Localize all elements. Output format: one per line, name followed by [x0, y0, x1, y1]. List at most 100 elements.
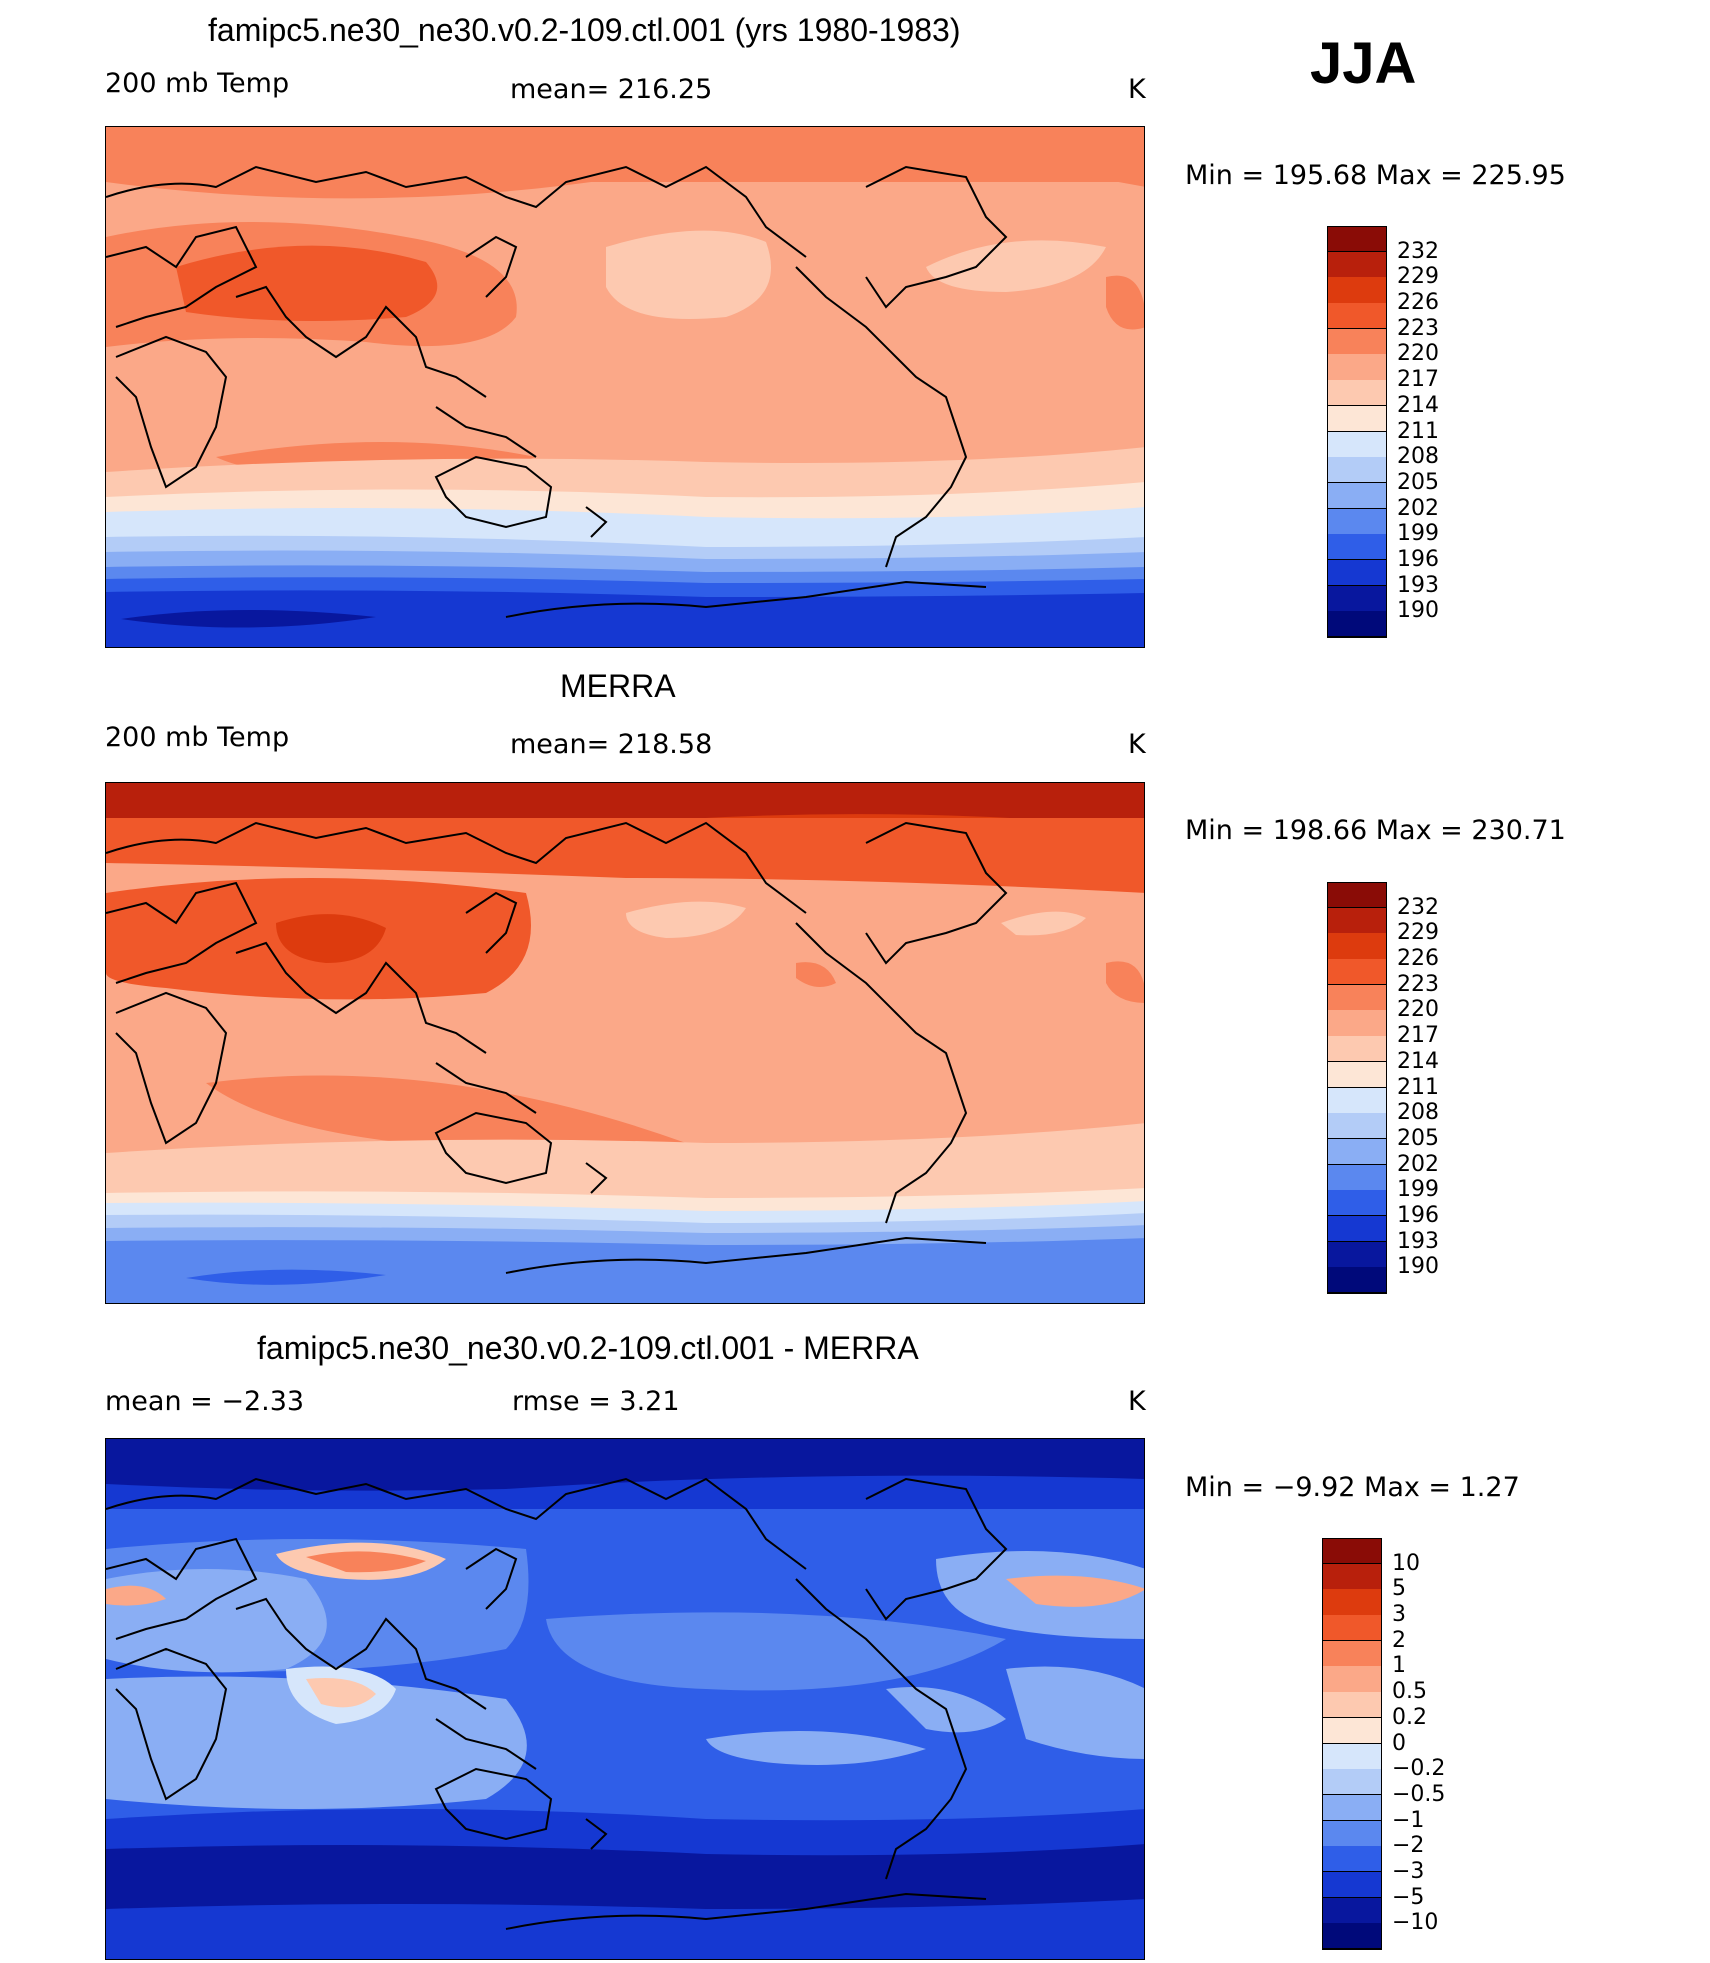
colorbar-level-label: 2: [1392, 1627, 1406, 1653]
colorbar-level-label: 223: [1397, 971, 1439, 997]
panel-2-units: K: [1128, 729, 1146, 760]
colorbar-swatch: [1327, 907, 1387, 934]
colorbar-level-label: 217: [1397, 1023, 1439, 1049]
colorbar-swatch: [1322, 1666, 1382, 1693]
colorbar-swatch: [1327, 1010, 1387, 1037]
colorbar-level-label: 226: [1397, 946, 1439, 972]
colorbar-swatch: [1327, 1190, 1387, 1217]
colorbar-level-label: −5: [1392, 1884, 1425, 1910]
colorbar-level-label: −3: [1392, 1858, 1425, 1884]
colorbar-swatch: [1322, 1538, 1382, 1565]
colorbar-swatch: [1327, 251, 1387, 278]
colorbar-level-label: −2: [1392, 1833, 1425, 1859]
colorbar-swatch: [1327, 482, 1387, 510]
colorbar-level-label: 0.2: [1392, 1704, 1427, 1730]
colorbar-level-label: 199: [1397, 521, 1439, 547]
colorbar-swatch: [1327, 1241, 1387, 1268]
colorbar-swatch: [1327, 1164, 1387, 1191]
panel-3-rmse-label: rmse = 3.21: [512, 1386, 680, 1417]
panel-1-minmax: Min = 195.68 Max = 225.95: [1185, 160, 1566, 191]
colorbar-level-label: 229: [1397, 264, 1439, 290]
panel-1-map: [105, 126, 1145, 648]
colorbar-level-label: 193: [1397, 1228, 1439, 1254]
colorbar-level-label: 5: [1392, 1576, 1406, 1602]
colorbar-swatch: [1327, 226, 1387, 253]
colorbar-level-label: −0.5: [1392, 1781, 1446, 1807]
colorbar-swatch: [1327, 1036, 1387, 1063]
colorbar-swatch: [1327, 380, 1387, 407]
colorbar-swatch: [1327, 277, 1387, 304]
colorbar-swatch: [1327, 303, 1387, 330]
panel-2-contour-field: [106, 783, 1144, 1303]
colorbar-swatch: [1322, 1743, 1382, 1770]
panel-1-contour-field: [106, 127, 1144, 647]
panel-1-variable-label: 200 mb Temp: [105, 68, 290, 99]
panel-1-mean-label: mean= 216.25: [510, 74, 713, 105]
colorbar-swatch: [1327, 457, 1387, 484]
colorbar-level-label: 217: [1397, 367, 1439, 393]
colorbar-swatch: [1327, 1087, 1387, 1114]
colorbar-swatch: [1322, 1820, 1382, 1847]
colorbar-level-label: 199: [1397, 1177, 1439, 1203]
panel-2-title: MERRA: [560, 668, 676, 704]
colorbar-swatch: [1322, 1871, 1382, 1899]
colorbar-level-label: 229: [1397, 920, 1439, 946]
colorbar-level-label: 211: [1397, 418, 1439, 444]
panel-3-minmax: Min = −9.92 Max = 1.27: [1185, 1472, 1520, 1503]
colorbar-swatch: [1322, 1794, 1382, 1822]
panel-1-colorbar-frame: [1327, 226, 1387, 637]
colorbar-level-label: 214: [1397, 392, 1439, 418]
colorbar-swatch: [1327, 882, 1387, 909]
colorbar-swatch: [1327, 984, 1387, 1011]
colorbar-level-label: 0.5: [1392, 1679, 1427, 1705]
panel-3-colorbar-frame: [1322, 1538, 1382, 1949]
colorbar-level-label: 10: [1392, 1550, 1420, 1576]
colorbar-swatch: [1327, 354, 1387, 381]
colorbar-level-label: 205: [1397, 1125, 1439, 1151]
colorbar-level-label: 0: [1392, 1730, 1406, 1756]
panel-2-variable-label: 200 mb Temp: [105, 722, 290, 753]
colorbar-swatch: [1327, 1138, 1387, 1166]
colorbar-level-label: 193: [1397, 572, 1439, 598]
panel-3-mean-label: mean = −2.33: [105, 1386, 305, 1417]
colorbar-level-label: 232: [1397, 238, 1439, 264]
panel-3-units: K: [1128, 1386, 1146, 1417]
colorbar-level-label: 232: [1397, 894, 1439, 920]
panel-3-contour-field: [106, 1439, 1144, 1959]
colorbar-swatch: [1327, 431, 1387, 458]
colorbar-swatch: [1327, 508, 1387, 535]
colorbar-level-label: 190: [1397, 598, 1439, 624]
colorbar-level-label: 211: [1397, 1074, 1439, 1100]
colorbar-swatch: [1327, 959, 1387, 986]
colorbar-level-label: −10: [1392, 1910, 1439, 1936]
panel-1-units: K: [1128, 74, 1146, 105]
colorbar-swatch: [1327, 1215, 1387, 1243]
colorbar-level-label: 202: [1397, 495, 1439, 521]
colorbar-swatch: [1322, 1692, 1382, 1719]
colorbar-level-label: 208: [1397, 1100, 1439, 1126]
panel-3-title: famipc5.ne30_ne30.v0.2-109.ctl.001 - MER…: [257, 1330, 919, 1366]
colorbar-level-label: 220: [1397, 341, 1439, 367]
panel-2-colorbar-frame: [1327, 882, 1387, 1293]
colorbar-swatch: [1322, 1717, 1382, 1744]
colorbar-level-label: 226: [1397, 290, 1439, 316]
colorbar-level-label: 220: [1397, 997, 1439, 1023]
colorbar-swatch: [1327, 534, 1387, 561]
colorbar-swatch: [1322, 1563, 1382, 1590]
panel-2-minmax: Min = 198.66 Max = 230.71: [1185, 815, 1566, 846]
colorbar-swatch: [1327, 585, 1387, 612]
colorbar-level-label: 214: [1397, 1048, 1439, 1074]
colorbar-swatch: [1322, 1897, 1382, 1924]
colorbar-swatch: [1322, 1589, 1382, 1616]
colorbar-swatch: [1327, 405, 1387, 432]
colorbar-swatch: [1327, 933, 1387, 960]
colorbar-level-label: −1: [1392, 1807, 1425, 1833]
colorbar-level-label: 1: [1392, 1653, 1406, 1679]
colorbar-level-label: 190: [1397, 1254, 1439, 1280]
colorbar-level-label: 3: [1392, 1602, 1406, 1628]
colorbar-swatch: [1322, 1640, 1382, 1667]
colorbar-level-label: −0.2: [1392, 1756, 1446, 1782]
season-label: JJA: [1310, 31, 1417, 96]
colorbar-level-label: 205: [1397, 469, 1439, 495]
colorbar-swatch: [1327, 1113, 1387, 1140]
